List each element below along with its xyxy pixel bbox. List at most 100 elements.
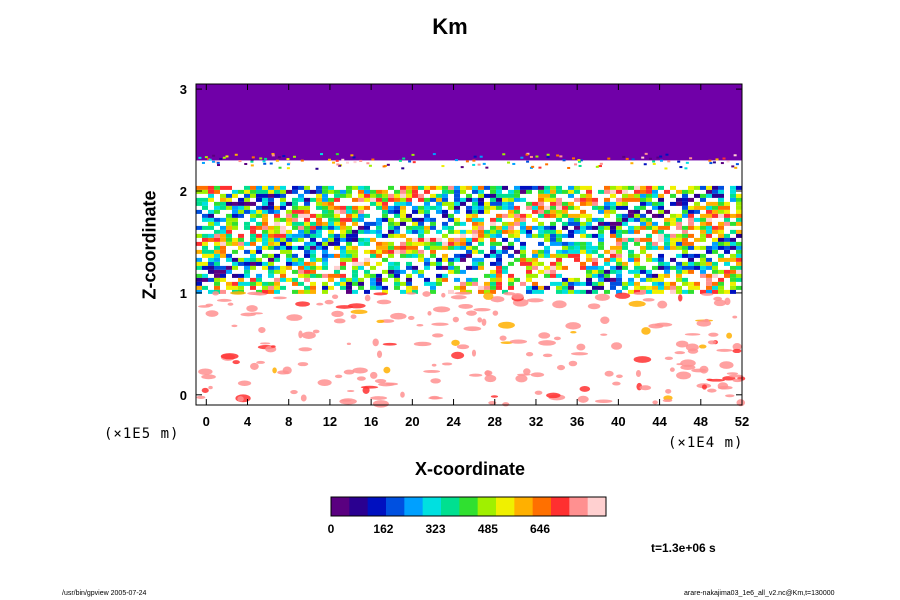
field-cell (682, 205, 688, 210)
field-dot (685, 161, 689, 164)
field-cell (562, 225, 568, 230)
field-cell (616, 269, 622, 274)
field-cell (412, 253, 418, 258)
field-cell (346, 217, 352, 222)
field-cell (538, 269, 544, 274)
field-cell (358, 281, 364, 286)
field-cell (688, 257, 694, 262)
field-cell (604, 213, 610, 218)
field-patch (317, 379, 332, 387)
field-cell (646, 277, 652, 282)
field-patch (664, 356, 673, 361)
field-cell (496, 277, 502, 282)
field-cell (616, 197, 622, 202)
field-cell (520, 257, 526, 262)
field-cell (334, 209, 340, 214)
field-cell (508, 277, 514, 282)
field-cell (634, 265, 640, 270)
field-cell (628, 237, 634, 242)
field-cell (556, 265, 562, 270)
field-dot (386, 163, 390, 166)
field-cell (232, 285, 238, 290)
field-cell (616, 185, 622, 190)
field-patch (466, 310, 477, 316)
field-cell (244, 201, 250, 206)
field-cell (634, 285, 640, 290)
field-cell (508, 209, 514, 214)
field-cell (712, 249, 718, 254)
field-cell (682, 269, 688, 274)
field-cell (268, 245, 274, 250)
field-cell (658, 277, 664, 282)
field-cell (478, 217, 484, 222)
field-cell (706, 265, 712, 270)
field-cell (448, 241, 454, 246)
field-cell (718, 189, 724, 194)
field-cell (250, 241, 256, 246)
field-cell (274, 225, 280, 230)
field-cell (412, 269, 418, 274)
x-tick-label: 32 (529, 414, 543, 429)
field-patch (298, 330, 303, 339)
field-cell (202, 205, 208, 210)
field-cell (346, 189, 352, 194)
field-cell (244, 273, 250, 278)
field-patch (612, 381, 621, 386)
field-cell (448, 265, 454, 270)
field-cell (376, 285, 382, 290)
field-cell (400, 209, 406, 214)
field-cell (472, 249, 478, 254)
field-cell (640, 277, 646, 282)
field-dot (338, 164, 342, 167)
field-cell (250, 261, 256, 266)
field-cell (442, 253, 448, 258)
field-cell (478, 197, 484, 202)
field-cell (598, 205, 604, 210)
field-cell (208, 185, 214, 190)
field-cell (250, 237, 256, 242)
field-cell (406, 285, 412, 290)
field-cell (640, 285, 646, 290)
field-cell (604, 201, 610, 206)
field-cell (442, 257, 448, 262)
field-cell (352, 281, 358, 286)
field-cell (610, 269, 616, 274)
field-cell (436, 265, 442, 270)
field-cell (226, 197, 232, 202)
field-cell (382, 233, 388, 238)
field-cell (616, 201, 622, 206)
field-patch (227, 302, 234, 306)
field-patch (331, 310, 344, 318)
field-cell (640, 289, 646, 294)
field-cell (652, 281, 658, 286)
field-cell (202, 201, 208, 206)
field-cell (598, 245, 604, 250)
field-dot (708, 159, 712, 162)
field-cell (616, 221, 622, 226)
field-cell (418, 205, 424, 210)
field-cell (454, 189, 460, 194)
field-cell (376, 221, 382, 226)
field-cell (622, 185, 628, 190)
field-patch (669, 367, 675, 372)
field-cell (430, 245, 436, 250)
field-cell (646, 201, 652, 206)
field-dot (512, 162, 516, 165)
field-cell (706, 245, 712, 250)
field-cell (532, 253, 538, 258)
field-cell (334, 253, 340, 258)
field-cell (700, 265, 706, 270)
field-cell (490, 261, 496, 266)
field-cell (298, 245, 304, 250)
field-cell (664, 285, 670, 290)
field-cell (352, 185, 358, 190)
field-cell (544, 185, 550, 190)
field-cell (496, 285, 502, 290)
field-cell (508, 229, 514, 234)
field-cell (628, 217, 634, 222)
field-cell (682, 213, 688, 218)
field-cell (376, 245, 382, 250)
field-cell (442, 241, 448, 246)
field-cell (502, 269, 508, 274)
field-cell (358, 241, 364, 246)
